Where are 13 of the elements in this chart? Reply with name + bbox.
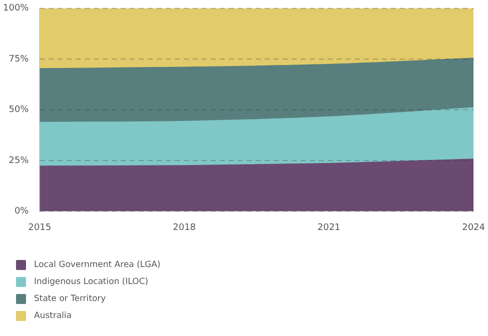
x-tick-label: 2024 (462, 222, 486, 233)
x-tick-label: 2021 (317, 222, 340, 233)
x-tick-label: 2018 (172, 222, 196, 233)
x-tick-label: 2015 (28, 222, 52, 233)
y-tick-label: 100% (2, 4, 30, 14)
legend-label: State or Territory (34, 294, 106, 304)
legend-label: Indigenous Location (ILOC) (34, 276, 148, 286)
y-tick-label: 50% (8, 105, 30, 116)
legend-label: Australia (34, 310, 72, 320)
y-tick-label: 0% (14, 206, 30, 217)
y-tick-label: 25% (8, 156, 30, 166)
y-tick-label: 75% (8, 54, 30, 64)
legend-label: Local Government Area (LGA) (34, 260, 160, 270)
